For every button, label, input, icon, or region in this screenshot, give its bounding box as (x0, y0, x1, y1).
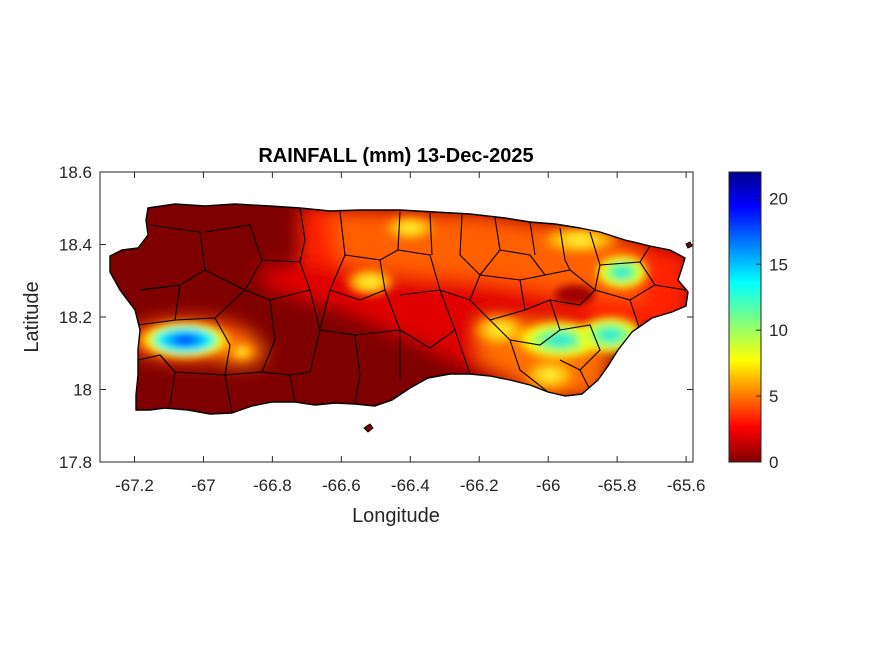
colorbar-tick-label: 15 (769, 255, 788, 274)
x-tick-label: -66.6 (322, 476, 361, 495)
y-tick-label: 18.6 (59, 163, 92, 182)
y-tick-label: 18.4 (59, 236, 92, 255)
x-axis-label: Longitude (352, 505, 440, 527)
x-tick-label: -65.6 (667, 476, 706, 495)
x-axis-ticks: -67.2 -67 -66.8 -66.6 -66.4 -66.2 -66 -65.8 -65.… (115, 172, 705, 495)
x-tick-label: -65.8 (598, 476, 637, 495)
colorbar-tick-label: 0 (769, 453, 778, 472)
coastline (109, 203, 689, 415)
y-tick-label: 17.8 (59, 453, 92, 472)
colorbar-ticks: 0 5 10 15 20 (756, 189, 788, 472)
x-tick-label: -66 (536, 476, 561, 495)
chart-title: RAINFALL (mm) 13-Dec-2025 (258, 145, 533, 167)
y-tick-label: 18 (73, 381, 92, 400)
small-island (363, 423, 374, 433)
x-tick-label: -67 (191, 476, 216, 495)
colorbar-tick-label: 20 (769, 189, 788, 208)
colorbar (728, 171, 762, 463)
x-tick-label: -67.2 (115, 476, 154, 495)
colorbar-tick-label: 5 (769, 387, 778, 406)
x-tick-label: -66.2 (460, 476, 499, 495)
y-tick-label: 18.2 (59, 308, 92, 327)
colorbar-tick-label: 10 (769, 321, 788, 340)
y-axis-label: Latitude (21, 281, 43, 352)
municipal-boundaries (137, 207, 687, 413)
y-axis-ticks: 17.8 18 18.2 18.4 18.6 (59, 163, 693, 472)
x-tick-label: -66.8 (253, 476, 292, 495)
x-tick-label: -66.4 (391, 476, 430, 495)
